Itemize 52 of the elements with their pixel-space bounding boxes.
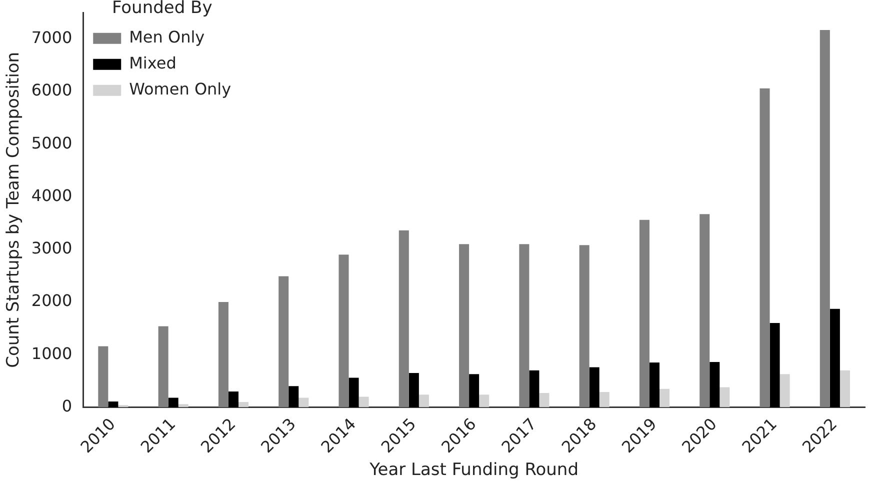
- bar: [228, 391, 238, 408]
- bar: [720, 387, 730, 408]
- y-tick-label: 6000: [31, 80, 72, 100]
- bar: [338, 254, 349, 408]
- bar: [700, 214, 710, 408]
- bar: [98, 346, 108, 408]
- bar: [178, 404, 188, 408]
- bar: [710, 362, 720, 408]
- bar: [278, 276, 289, 408]
- bar: [158, 326, 168, 408]
- bar: [660, 388, 670, 408]
- bar: [479, 394, 490, 408]
- bar: [168, 398, 178, 408]
- y-tick-label: 3000: [31, 238, 72, 258]
- bar: [599, 392, 610, 408]
- legend-title: Founded By: [112, 0, 212, 18]
- y-tick-label: 5000: [31, 133, 72, 152]
- bar: [298, 398, 309, 408]
- bar: [539, 393, 550, 408]
- bar: [649, 362, 660, 408]
- legend-label: Women Only: [129, 80, 232, 99]
- bar: [770, 323, 780, 408]
- bar: [760, 88, 770, 408]
- bar: [238, 402, 249, 408]
- y-tick-label: 1000: [31, 344, 72, 363]
- bar: [408, 373, 419, 408]
- bar: [589, 367, 600, 408]
- bar: [579, 245, 590, 408]
- bar: [348, 378, 359, 408]
- x-axis-title: Year Last Funding Round: [368, 460, 579, 480]
- bar: [780, 374, 790, 408]
- bar: [469, 374, 480, 408]
- bar: [418, 394, 429, 408]
- bar: [459, 244, 470, 408]
- y-tick-label: 2000: [31, 291, 72, 310]
- bar: [108, 401, 118, 408]
- bar: [519, 244, 530, 408]
- bar: [218, 302, 228, 408]
- legend-label: Men Only: [129, 28, 205, 47]
- y-axis-title: Count Startups by Team Composition: [4, 52, 24, 368]
- bar: [820, 30, 830, 408]
- bar: [398, 230, 409, 408]
- legend-label: Mixed: [129, 54, 176, 73]
- bar: [288, 386, 299, 408]
- y-tick-label: 4000: [31, 186, 72, 205]
- bar: [358, 396, 369, 408]
- bar: [840, 370, 850, 408]
- y-tick-label: 7000: [31, 28, 72, 48]
- bar: [830, 308, 840, 408]
- y-tick-label: 0: [62, 396, 72, 416]
- bar: [639, 220, 650, 408]
- bar: [529, 370, 540, 408]
